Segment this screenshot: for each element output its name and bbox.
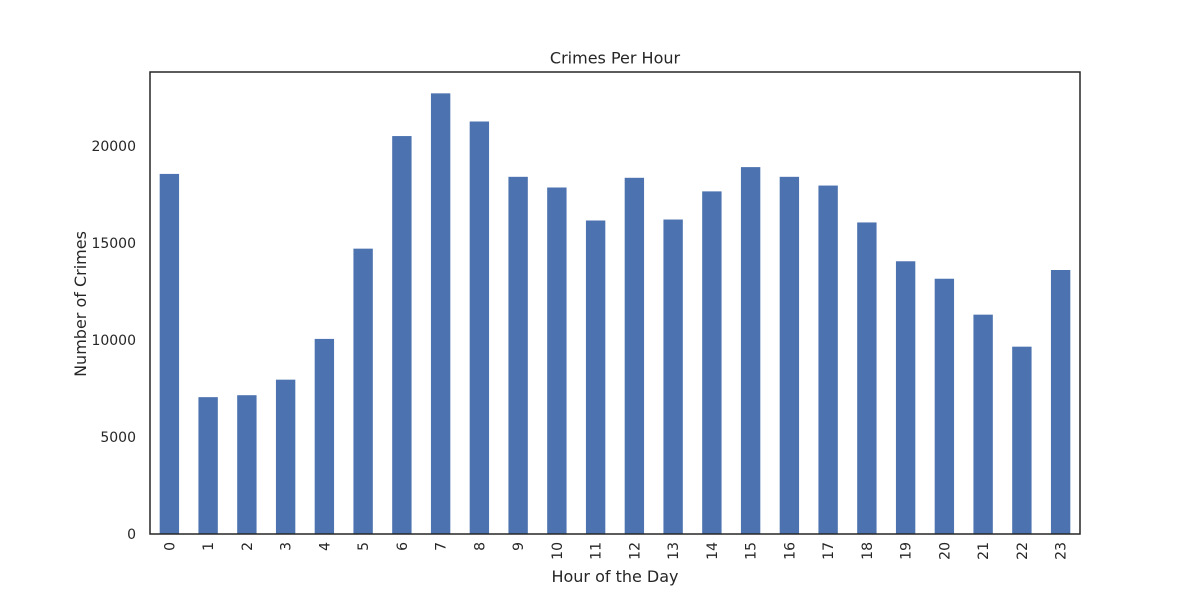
bar-hour-17 xyxy=(818,185,838,534)
x-tick-label: 8 xyxy=(472,542,488,551)
bar-hour-1 xyxy=(198,397,218,534)
bar-hour-12 xyxy=(624,177,645,534)
x-tick-label: 11 xyxy=(589,542,605,560)
bar-hour-0 xyxy=(159,173,180,535)
x-tick-label: 16 xyxy=(782,542,798,560)
x-tick-label: 19 xyxy=(899,542,915,560)
bar-hour-21 xyxy=(973,314,993,534)
bar-hour-19 xyxy=(895,261,916,534)
bar-hour-22 xyxy=(1012,346,1032,534)
bar-hour-9 xyxy=(508,176,528,534)
bar-hour-3 xyxy=(275,379,296,534)
x-tick-label: 3 xyxy=(279,542,295,551)
x-axis-ticks: 0 1 2 3 4 5 6 7 8 9 10 11 12 13 14 15 16 17 18 19 20 21 22 23 xyxy=(162,542,1069,560)
y-tick-label: 5000 xyxy=(100,430,136,446)
plot-frame xyxy=(149,71,1081,535)
chart-title: Crimes Per Hour xyxy=(550,49,681,68)
bar-hour-20 xyxy=(934,278,955,534)
bar-hour-13 xyxy=(663,219,683,534)
y-axis-label: Number of Crimes xyxy=(71,231,90,377)
x-tick-label: 7 xyxy=(434,542,450,551)
x-tick-label: 17 xyxy=(821,542,837,560)
bar-hour-23 xyxy=(1050,270,1071,534)
y-tick-label: 10000 xyxy=(91,333,136,349)
bar-hour-2 xyxy=(237,395,257,534)
bar-hour-4 xyxy=(314,338,335,534)
bar-hour-5 xyxy=(353,248,373,534)
bar-hour-18 xyxy=(857,222,877,535)
x-axis-label: Hour of the Day xyxy=(551,567,678,586)
bar-hour-14 xyxy=(702,191,722,534)
x-tick-label: 14 xyxy=(705,542,721,560)
bar-hour-6 xyxy=(392,136,412,534)
x-tick-label: 10 xyxy=(550,542,566,560)
bar-hour-11 xyxy=(585,220,606,534)
x-tick-label: 9 xyxy=(511,542,527,551)
bar-hour-8 xyxy=(469,121,490,534)
y-tick-label: 15000 xyxy=(91,236,136,252)
y-tick-label: 0 xyxy=(127,527,136,543)
bar-hour-10 xyxy=(547,187,567,534)
x-tick-label: 21 xyxy=(976,542,992,560)
y-tick-label: 20000 xyxy=(91,139,136,155)
x-tick-label: 12 xyxy=(627,542,643,560)
x-tick-label: 5 xyxy=(356,542,372,551)
x-tick-label: 2 xyxy=(240,542,256,551)
x-tick-label: 15 xyxy=(744,542,760,560)
x-tick-label: 22 xyxy=(1015,542,1031,560)
x-tick-label: 13 xyxy=(666,542,682,560)
x-tick-label: 20 xyxy=(937,542,953,560)
x-tick-label: 23 xyxy=(1054,542,1070,560)
y-axis-ticks: 0 5000 10000 15000 20000 xyxy=(91,139,136,543)
x-tick-label: 4 xyxy=(317,542,333,551)
x-tick-label: 18 xyxy=(860,542,876,560)
bar-hour-15 xyxy=(740,167,761,534)
bars-group xyxy=(159,93,1071,535)
x-tick-label: 6 xyxy=(395,542,411,551)
x-tick-label: 0 xyxy=(162,542,178,551)
x-tick-label: 1 xyxy=(201,542,217,551)
bar-hour-16 xyxy=(779,176,800,534)
bar-hour-7 xyxy=(430,93,451,535)
